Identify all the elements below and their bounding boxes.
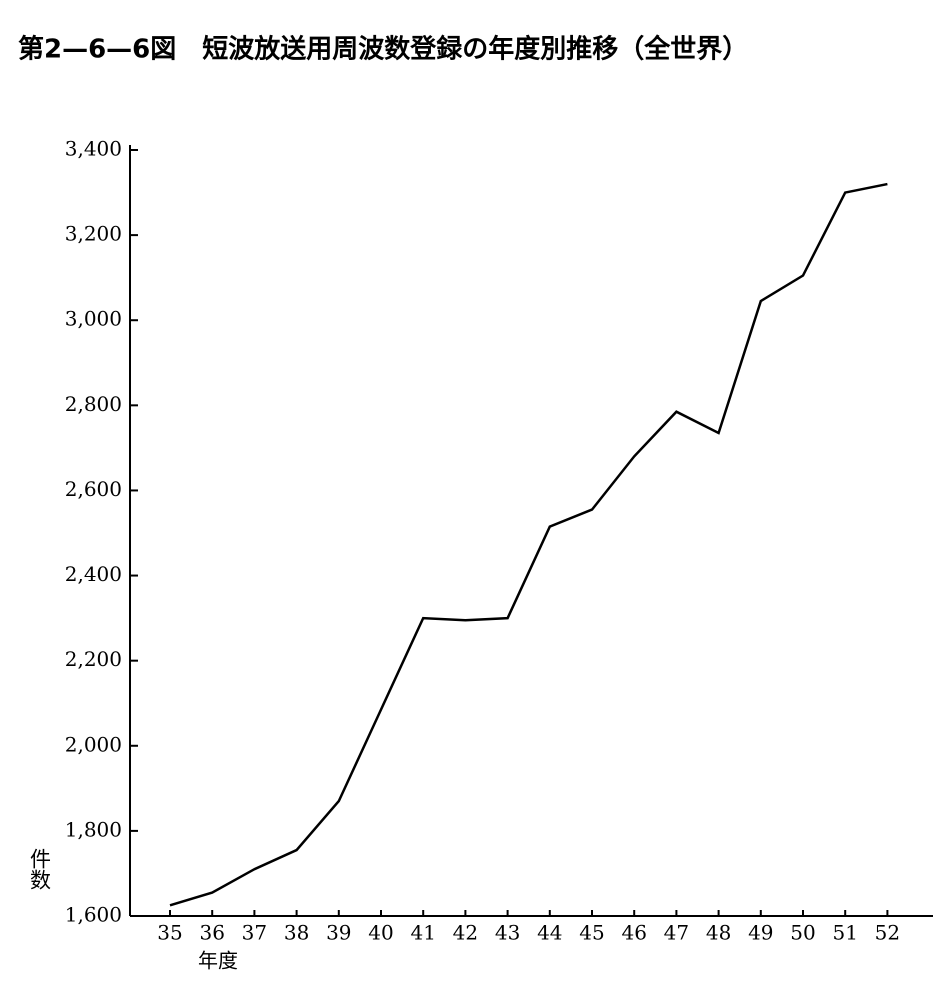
x-tick-label: 40: [368, 921, 393, 945]
x-tick-label: 52: [875, 921, 900, 945]
y-tick-label: 2,000: [65, 732, 122, 756]
y-tick-label: 3,400: [65, 137, 122, 161]
x-tick-label: 49: [748, 921, 773, 945]
x-tick-label: 48: [706, 921, 731, 945]
x-tick-label: 43: [495, 921, 520, 945]
x-tick-label: 46: [621, 921, 646, 945]
x-tick-label: 41: [410, 921, 435, 945]
y-tick-label: 1,800: [65, 817, 122, 841]
x-tick-label: 38: [284, 921, 309, 945]
y-tick-label: 2,600: [65, 477, 122, 501]
x-tick-label: 36: [199, 921, 224, 945]
x-tick-label: 51: [832, 921, 857, 945]
x-tick-label: 47: [664, 921, 689, 945]
x-tick-label: 45: [579, 921, 604, 945]
y-tick-label: 2,800: [65, 392, 122, 416]
y-tick-label: 2,400: [65, 562, 122, 586]
y-tick-label: 2,200: [65, 647, 122, 671]
x-tick-label: 44: [537, 921, 562, 945]
chart-title: 第2—6—6図 短波放送用周波数登録の年度別推移（全世界）: [18, 34, 748, 65]
data-line: [169, 182, 888, 907]
x-axis-label: 年度: [198, 949, 238, 973]
y-tick-label: 3,200: [65, 222, 122, 246]
x-tick-label: 50: [790, 921, 815, 945]
x-tick-label: 42: [453, 921, 478, 945]
x-tick-label: 37: [242, 921, 267, 945]
y-tick-label: 3,000: [65, 307, 122, 331]
y-axis-label: 件数: [28, 848, 52, 890]
x-tick-label: 39: [326, 921, 351, 945]
y-tick-label: 1,600: [65, 903, 122, 927]
x-tick-label: 35: [157, 921, 182, 945]
